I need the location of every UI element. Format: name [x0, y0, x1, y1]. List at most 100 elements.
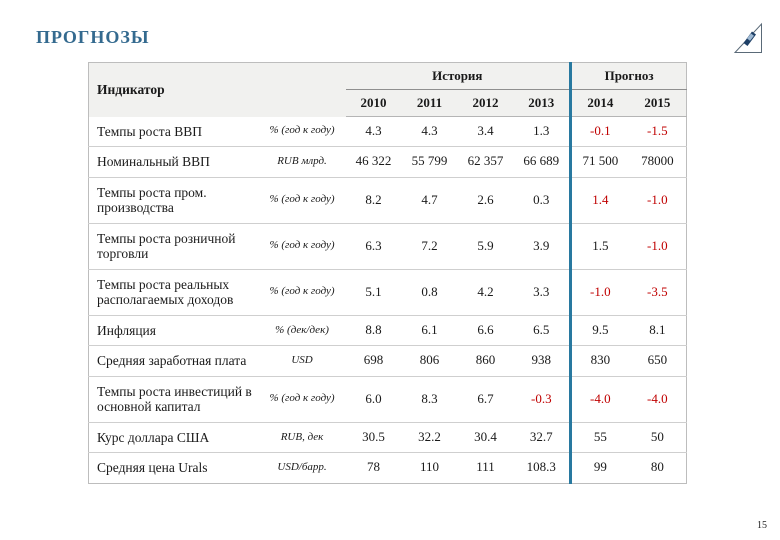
value-2013: 938: [513, 345, 571, 377]
value-2014: 71 500: [569, 146, 629, 178]
forecast-table: Индикатор История Прогноз 2010 2011 2012…: [88, 62, 688, 484]
page-number: 15: [757, 520, 767, 531]
column-header-2010: 2010: [345, 89, 402, 117]
value-2013: 1.3: [513, 116, 571, 148]
value-2010: 8.8: [345, 315, 402, 347]
value-2015: 650: [628, 345, 687, 377]
value-2011: 4.7: [401, 177, 458, 224]
value-2010: 78: [345, 452, 402, 484]
table-row: Номинальный ВВП RUB млрд. 46 322 55 799 …: [88, 146, 687, 178]
value-2012: 30.4: [457, 422, 514, 454]
indicator-name: Темпы роста розничной торговли: [88, 223, 259, 270]
table-row: Темпы роста инвестиций в основной капита…: [88, 376, 687, 423]
value-2014: 99: [569, 452, 629, 484]
value-2011: 32.2: [401, 422, 458, 454]
value-2015: 50: [628, 422, 687, 454]
indicator-unit: USD/барр.: [258, 452, 346, 484]
value-2011: 6.1: [401, 315, 458, 347]
indicator-name: Темпы роста ВВП: [88, 116, 259, 148]
column-header-2011: 2011: [401, 89, 458, 117]
indicator-unit: RUB, дек: [258, 422, 346, 454]
value-2012: 3.4: [457, 116, 514, 148]
indicator-unit: % (год к году): [258, 269, 346, 316]
value-2010: 8.2: [345, 177, 402, 224]
page-title: ПРОГНОЗЫ: [36, 27, 150, 47]
indicator-unit: % (год к году): [258, 223, 346, 270]
value-2013: 6.5: [513, 315, 571, 347]
value-2012: 6.6: [457, 315, 514, 347]
column-header-2014: 2014: [569, 89, 629, 117]
column-header-2013: 2013: [513, 89, 571, 117]
value-2014: -4.0: [569, 376, 629, 423]
indicator-name: Средняя заработная плата: [88, 345, 259, 377]
value-2013: 108.3: [513, 452, 571, 484]
value-2013: 0.3: [513, 177, 571, 224]
table-row: Темпы роста розничной торговли % (год к …: [88, 223, 687, 270]
value-2011: 7.2: [401, 223, 458, 270]
value-2010: 6.3: [345, 223, 402, 270]
value-2015: 78000: [628, 146, 687, 178]
value-2010: 4.3: [345, 116, 402, 148]
indicator-name: Курс доллара США: [88, 422, 259, 454]
column-header-2012: 2012: [457, 89, 514, 117]
indicator-unit: RUB млрд.: [258, 146, 346, 178]
indicator-name: Средняя цена Urals: [88, 452, 259, 484]
value-2013: 66 689: [513, 146, 571, 178]
table-row: Курс доллара США RUB, дек 30.5 32.2 30.4…: [88, 422, 687, 454]
table-row: Средняя заработная плата USD 698 806 860…: [88, 345, 687, 377]
value-2015: -3.5: [628, 269, 687, 316]
table-row: Средняя цена Urals USD/барр. 78 110 111 …: [88, 452, 687, 484]
value-2012: 4.2: [457, 269, 514, 316]
value-2010: 6.0: [345, 376, 402, 423]
triangle-flash-logo-icon: [733, 22, 762, 53]
value-2014: -1.0: [569, 269, 629, 316]
value-2012: 111: [457, 452, 514, 484]
value-2010: 698: [345, 345, 402, 377]
value-2011: 8.3: [401, 376, 458, 423]
value-2011: 0.8: [401, 269, 458, 316]
indicator-unit: USD: [258, 345, 346, 377]
value-2011: 806: [401, 345, 458, 377]
value-2014: 830: [569, 345, 629, 377]
value-2012: 62 357: [457, 146, 514, 178]
value-2010: 30.5: [345, 422, 402, 454]
indicator-unit: % (год к году): [258, 376, 346, 423]
value-2013: -0.3: [513, 376, 571, 423]
value-2011: 110: [401, 452, 458, 484]
value-2010: 46 322: [345, 146, 402, 178]
value-2014: 55: [569, 422, 629, 454]
value-2013: 3.3: [513, 269, 571, 316]
value-2015: -1.0: [628, 223, 687, 270]
value-2014: -0.1: [569, 116, 629, 148]
indicator-name: Номинальный ВВП: [88, 146, 259, 178]
indicator-unit: % (год к году): [258, 116, 346, 148]
column-header-2015: 2015: [628, 89, 687, 117]
table-row: Инфляция % (дек/дек) 8.8 6.1 6.6 6.5 9.5…: [88, 315, 687, 347]
value-2014: 1.5: [569, 223, 629, 270]
value-2013: 32.7: [513, 422, 571, 454]
value-2011: 4.3: [401, 116, 458, 148]
value-2015: -1.0: [628, 177, 687, 224]
company-logo-icon: [733, 20, 765, 56]
column-group-history: История: [345, 62, 571, 90]
indicator-name: Темпы роста пром. производства: [88, 177, 259, 224]
indicator-unit: % (дек/дек): [258, 315, 346, 347]
value-2015: -4.0: [628, 376, 687, 423]
value-2013: 3.9: [513, 223, 571, 270]
column-group-forecast: Прогноз: [569, 62, 687, 90]
indicator-name: Инфляция: [88, 315, 259, 347]
table-row: Темпы роста реальных располагаемых доход…: [88, 269, 687, 316]
table-header: Индикатор История Прогноз 2010 2011 2012…: [88, 62, 687, 117]
value-2011: 55 799: [401, 146, 458, 178]
column-header-indicator: Индикатор: [88, 62, 346, 117]
value-2015: 80: [628, 452, 687, 484]
value-2012: 5.9: [457, 223, 514, 270]
value-2014: 9.5: [569, 315, 629, 347]
value-2010: 5.1: [345, 269, 402, 316]
value-2015: 8.1: [628, 315, 687, 347]
indicator-name: Темпы роста реальных располагаемых доход…: [88, 269, 259, 316]
value-2014: 1.4: [569, 177, 629, 224]
value-2012: 2.6: [457, 177, 514, 224]
table-row: Темпы роста ВВП % (год к году) 4.3 4.3 3…: [88, 116, 687, 148]
